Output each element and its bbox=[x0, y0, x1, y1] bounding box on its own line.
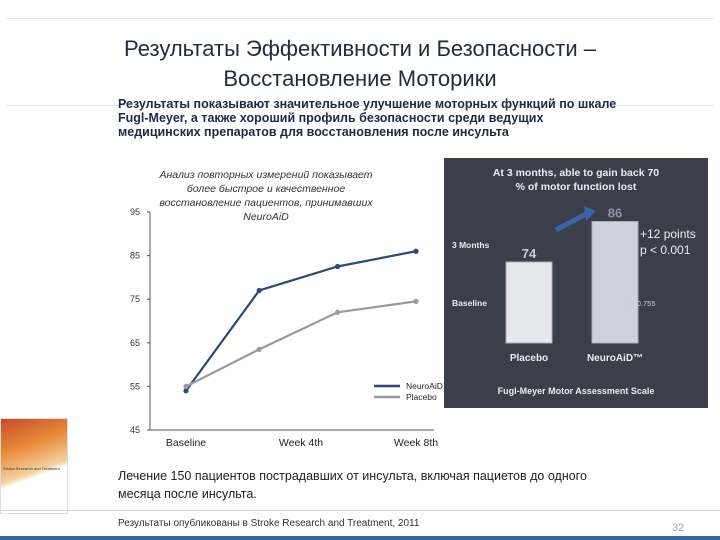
bar-neuroaid bbox=[591, 221, 639, 344]
bar-value-label: 86 bbox=[608, 206, 622, 221]
x-tick-label: Week 4th bbox=[279, 437, 323, 449]
data-point bbox=[183, 383, 189, 389]
panel-title-line: At 3 months, able to gain back 70 bbox=[493, 167, 659, 179]
study-note: Лечение 150 пациентов пострадавших от ин… bbox=[118, 469, 587, 501]
gain-arrow-head bbox=[584, 206, 596, 221]
x-tick-label: Baseline bbox=[166, 437, 206, 449]
bar-value-label: 74 bbox=[522, 246, 537, 261]
gain-points-label: +12 points bbox=[640, 227, 696, 241]
y-tick-label: 75 bbox=[130, 294, 140, 304]
row-label-3-months: 3 Months bbox=[452, 240, 490, 250]
footer-divider bbox=[0, 510, 720, 511]
slide-subtitle: Результаты показывают значительное улучш… bbox=[118, 97, 617, 139]
data-point bbox=[334, 263, 341, 270]
y-tick-label: 65 bbox=[130, 338, 140, 348]
line-chart-panel: Анализ повторных измерений показывает бол… bbox=[116, 160, 451, 456]
legend-label: NeuroAiD™ bbox=[406, 381, 446, 391]
data-point bbox=[334, 309, 341, 315]
bar-placebo bbox=[505, 261, 553, 344]
gain-arrow bbox=[554, 211, 588, 233]
publication-footnote: Результаты опубликованы в Stroke Researc… bbox=[118, 518, 420, 529]
row-label-baseline: Baseline bbox=[452, 298, 487, 308]
bar-category-label: NeuroAiD™ bbox=[587, 353, 643, 364]
y-tick-label: 55 bbox=[130, 381, 140, 391]
footer-accent-bar bbox=[0, 536, 720, 540]
line-chart: Анализ повторных измерений показывает бол… bbox=[130, 169, 451, 449]
bar-chart: At 3 months, able to gain back 70 % of mo… bbox=[452, 167, 696, 396]
journal-cover-text: Stroke Research and Treatment bbox=[3, 466, 60, 471]
panel-title-line: % of motor function lost bbox=[516, 181, 637, 193]
series-line-placebo bbox=[185, 300, 417, 388]
data-point bbox=[256, 346, 262, 352]
data-point bbox=[256, 287, 262, 294]
p-value-baseline: p = 0.755 bbox=[624, 299, 656, 308]
chart-annotation-line: Анализ повторных измерений показывает bbox=[158, 169, 372, 181]
gain-p-value-label: p < 0.001 bbox=[640, 243, 691, 257]
x-tick-label: Week 8th bbox=[394, 437, 438, 449]
data-point bbox=[183, 388, 189, 394]
data-point bbox=[413, 248, 419, 254]
journal-cover-thumbnail bbox=[0, 418, 68, 514]
y-tick-label: 45 bbox=[130, 425, 140, 435]
title-area-border bbox=[6, 18, 714, 106]
page-number: 32 bbox=[672, 522, 685, 534]
chart-annotation-line: восстановление пациентов, принимавших bbox=[159, 197, 373, 209]
bar-category-label: Placebo bbox=[510, 353, 548, 364]
slide-title: Результаты Эффективности и Безопасности … bbox=[124, 36, 596, 91]
y-tick-label: 85 bbox=[130, 251, 140, 261]
y-tick-label: 95 bbox=[130, 207, 140, 217]
data-point bbox=[413, 298, 419, 304]
legend-label: Placebo bbox=[406, 392, 437, 402]
chart-annotation-line: более быстрое и качественное bbox=[187, 183, 345, 195]
panel-x-axis-label: Fugl-Meyer Motor Assessment Scale bbox=[498, 386, 655, 396]
series-line-neuroaid bbox=[185, 250, 417, 392]
chart-annotation-line: NeuroAiD bbox=[243, 211, 289, 223]
bar-chart-panel: At 3 months, able to gain back 70 % of mo… bbox=[444, 158, 708, 408]
